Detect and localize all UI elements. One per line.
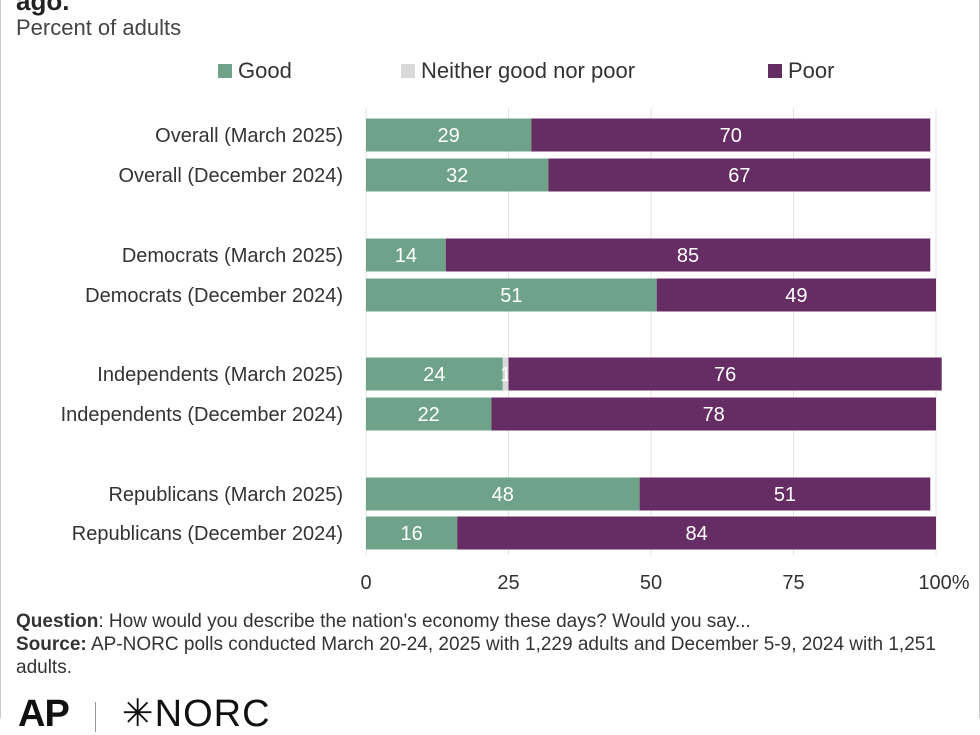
- data-label: 85: [677, 245, 699, 267]
- question-text: : How would you describe the nation's ec…: [98, 611, 751, 632]
- bar-segment: [508, 357, 942, 391]
- bar-segment: [366, 278, 657, 312]
- legend-swatch-good: [218, 64, 232, 78]
- x-tick-label: 75: [782, 572, 804, 594]
- category-label: Overall (December 2024): [118, 165, 343, 187]
- bar-segment: [457, 516, 936, 550]
- question-label: Question: [16, 611, 99, 632]
- chart-title: ago.: [16, 0, 70, 16]
- logo-divider: [94, 702, 96, 732]
- chart-subtitle: Percent of adults: [16, 15, 182, 40]
- question-note: Question: How would you describe the nat…: [16, 610, 966, 633]
- data-label: 70: [720, 125, 742, 147]
- legend-swatch-poor: [768, 64, 782, 78]
- source-label: Source:: [16, 634, 87, 655]
- data-label: 22: [418, 404, 440, 426]
- data-label: 48: [492, 484, 514, 506]
- data-label: 1: [500, 364, 511, 386]
- x-tick-label: 0: [360, 572, 371, 594]
- stacked-bar-chart: 0 25 50 75 100% Overall (March 2025) 29 70 Overa…: [61, 108, 970, 594]
- x-tick-label: 50: [640, 572, 662, 594]
- category-label: Republicans (March 2025): [108, 484, 343, 506]
- legend-swatch-neither: [401, 64, 415, 78]
- norc-logo: ✳NORC: [121, 693, 271, 735]
- data-label: 49: [785, 285, 807, 307]
- legend-item-poor: Poor: [768, 58, 834, 84]
- data-label: 14: [395, 245, 417, 267]
- category-label: Democrats (December 2024): [85, 285, 343, 307]
- data-label: 76: [714, 364, 736, 386]
- category-label: Independents (March 2025): [97, 364, 343, 386]
- legend-label-good: Good: [238, 58, 292, 83]
- legend-label-poor: Poor: [788, 58, 835, 83]
- data-label: 67: [728, 165, 750, 187]
- ap-logo: AP: [18, 693, 70, 735]
- data-label: 24: [423, 364, 445, 386]
- data-label: 32: [446, 165, 468, 187]
- x-tick-label: 25: [497, 572, 519, 594]
- category-label: Democrats (March 2025): [122, 245, 343, 267]
- bar-segment: [445, 238, 931, 272]
- bar-segment: [366, 158, 549, 192]
- category-label: Overall (March 2025): [155, 125, 343, 147]
- bar-segment: [366, 477, 640, 511]
- legend-label-neither: Neither good nor poor: [421, 58, 636, 83]
- bar-segment: [366, 516, 458, 550]
- category-label: Republicans (December 2024): [72, 523, 343, 545]
- x-tick-label: 100%: [918, 572, 969, 594]
- legend-item-neither: Neither good nor poor: [401, 58, 635, 84]
- bar-segment: [366, 397, 492, 431]
- bar-segment: [366, 118, 532, 152]
- bar-segment: [366, 357, 503, 391]
- source-note: Source: AP-NORC polls conducted March 20…: [16, 633, 966, 679]
- bar-segment: [366, 238, 446, 272]
- data-label: 51: [500, 285, 522, 307]
- bar-segment: [639, 477, 931, 511]
- legend-item-good: Good: [218, 58, 292, 84]
- bar-segment: [531, 118, 931, 152]
- data-label: 29: [438, 125, 460, 147]
- bar-segment: [656, 278, 936, 312]
- category-label: Independents (December 2024): [61, 404, 343, 426]
- logos: AP ✳NORC: [18, 694, 271, 734]
- bar-segment: [502, 357, 509, 391]
- data-label: 51: [774, 484, 796, 506]
- source-text: AP-NORC polls conducted March 20-24, 202…: [16, 634, 936, 678]
- data-label: 84: [685, 523, 707, 545]
- chart-notes: Question: How would you describe the nat…: [16, 610, 966, 679]
- bar-segment: [491, 397, 936, 431]
- data-label: 78: [703, 404, 725, 426]
- data-label: 16: [400, 523, 422, 545]
- bar-segment: [548, 158, 931, 192]
- legend: Good Neither good nor poor Poor: [0, 58, 980, 88]
